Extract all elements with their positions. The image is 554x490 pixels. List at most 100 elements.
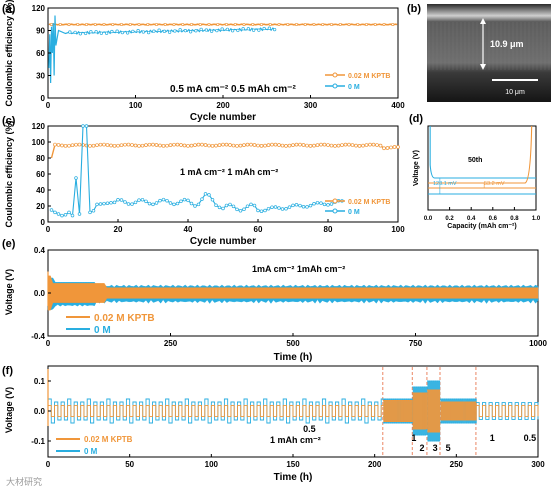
series-kptb-point <box>140 143 145 148</box>
panel-e-legend-1: 0.02 M KPTB <box>94 313 155 324</box>
series-0m-point <box>272 27 277 32</box>
panel-e-ytick-label: -0.4 <box>31 332 45 341</box>
series-0m-point <box>301 204 306 209</box>
series-kptb-point <box>144 143 148 148</box>
series-kptb-point <box>251 22 255 27</box>
panel-f-xlabel: Time (h) <box>274 472 313 483</box>
series-kptb-point <box>357 143 362 148</box>
series-kptb-point <box>396 145 400 149</box>
series-0m-point <box>141 30 146 34</box>
panel-a-annotation: 0.5 mA cm⁻² 0.5 mAh cm⁻² <box>170 84 296 95</box>
series-kptb-point <box>238 143 243 148</box>
series-0m-point <box>133 200 138 205</box>
series-0m-point <box>196 202 201 207</box>
series-kptb-point <box>161 143 166 148</box>
panel-a-series <box>48 15 398 84</box>
series-0m-point <box>225 27 230 32</box>
series-0m-point <box>60 213 64 218</box>
series-kptb-point <box>154 143 159 147</box>
series-kptb-point <box>189 22 194 27</box>
series-kptb-point <box>294 142 299 147</box>
series-0m-point <box>165 198 169 203</box>
series-kptb-point <box>179 143 183 147</box>
panel-c: (c) 0 20 40 60 80 100 0 20 40 60 80 100 120 Coulombi… <box>2 115 405 247</box>
panel-d-v1: 123.1 mV <box>433 181 457 187</box>
series-0m-point <box>294 203 299 207</box>
series-kptb-point <box>147 142 152 147</box>
panel-c-ytick-label: 20 <box>36 202 45 211</box>
series-kptb-point <box>286 22 290 27</box>
series-kptb-point <box>182 143 187 148</box>
series-0m-point <box>298 203 302 208</box>
panel-d-xtick-label: 0.8 <box>510 216 519 222</box>
series-0m-point <box>144 199 148 204</box>
series-kptb-point <box>119 22 124 27</box>
panel-c-ylabel: Coulombic efficiency (%) <box>4 120 14 227</box>
series-0m-point <box>175 201 180 206</box>
series-0m-point <box>116 198 120 202</box>
series-0m-point <box>83 31 88 36</box>
series-kptb-point <box>354 143 358 148</box>
series-kptb-point <box>373 22 377 27</box>
series-kptb-point <box>198 22 202 27</box>
panel-a-ytick-label: 120 <box>32 4 46 13</box>
series-0m-point <box>157 28 161 32</box>
series-0m-point <box>115 29 119 33</box>
series-kptb-point <box>60 143 64 148</box>
panel-d-xtick-label: 0.2 <box>445 216 454 222</box>
series-0m-point <box>312 202 316 206</box>
panel-f-series <box>47 367 539 456</box>
series-0m-point <box>147 201 152 206</box>
series-0m-point <box>215 28 219 33</box>
series-kptb-point <box>391 22 395 27</box>
series-0m-point <box>194 29 198 33</box>
series-kptb-point <box>154 22 159 27</box>
series-0m-point <box>188 30 193 34</box>
series-0m-point <box>305 205 309 209</box>
panel-a-xtick-label: 400 <box>391 101 405 110</box>
panel-d-v2: 53.2 mV <box>484 181 505 187</box>
panel-d-xtick-label: 1.0 <box>532 216 541 222</box>
panel-a-xlabel: Cycle number <box>190 112 256 123</box>
series-0m-point <box>200 197 204 201</box>
series-kptb-point <box>163 22 167 27</box>
series-0m-point <box>199 27 203 32</box>
series-kptb-point <box>277 143 281 147</box>
series-0m-point <box>221 206 225 211</box>
series-kptb-point <box>228 143 232 147</box>
series-kptb-point <box>224 142 229 147</box>
series-kptb-point <box>385 146 390 150</box>
panel-a: (a) 0 100 200 300 400 0 30 60 90 120 Coulombic ef… <box>2 0 405 123</box>
series-0m-point <box>137 198 141 202</box>
series-0m-point <box>126 202 131 206</box>
series-kptb-point <box>321 22 325 27</box>
panel-d-series <box>428 125 536 195</box>
series-kptb-point <box>287 143 292 148</box>
series-0m-point <box>207 193 211 197</box>
panel-a-ytick-label: 30 <box>36 72 45 81</box>
series-0m-point <box>78 32 83 36</box>
series-0m-point <box>252 203 257 208</box>
series-0m-point <box>105 201 110 205</box>
panel-d-annotation: 50th <box>468 157 482 164</box>
series-kptb-point <box>109 143 113 148</box>
series-kptb-point <box>151 142 155 147</box>
series-kptb-point <box>319 142 323 147</box>
series-kptb-point <box>322 142 327 147</box>
panel-e-ytick-label: 0.4 <box>34 246 46 255</box>
series-kptb-point <box>347 22 351 27</box>
series-0m-point <box>280 207 285 211</box>
panel-d-frame <box>427 125 537 211</box>
series-0m-point <box>120 30 125 35</box>
panel-c-xtick-label: 60 <box>254 225 263 234</box>
scale-label: 10 μm <box>505 89 525 96</box>
series-kptb-point <box>259 22 264 27</box>
series-0m-point <box>235 207 239 212</box>
series-kptb-point <box>329 22 334 27</box>
panel-f-xtick-label: 300 <box>531 460 545 469</box>
series-kptb-point <box>186 143 190 148</box>
series-0m-point <box>161 197 166 202</box>
series-kptb-point <box>333 143 337 148</box>
series-0m-point <box>189 201 194 206</box>
rate-label: 2 <box>420 443 425 453</box>
